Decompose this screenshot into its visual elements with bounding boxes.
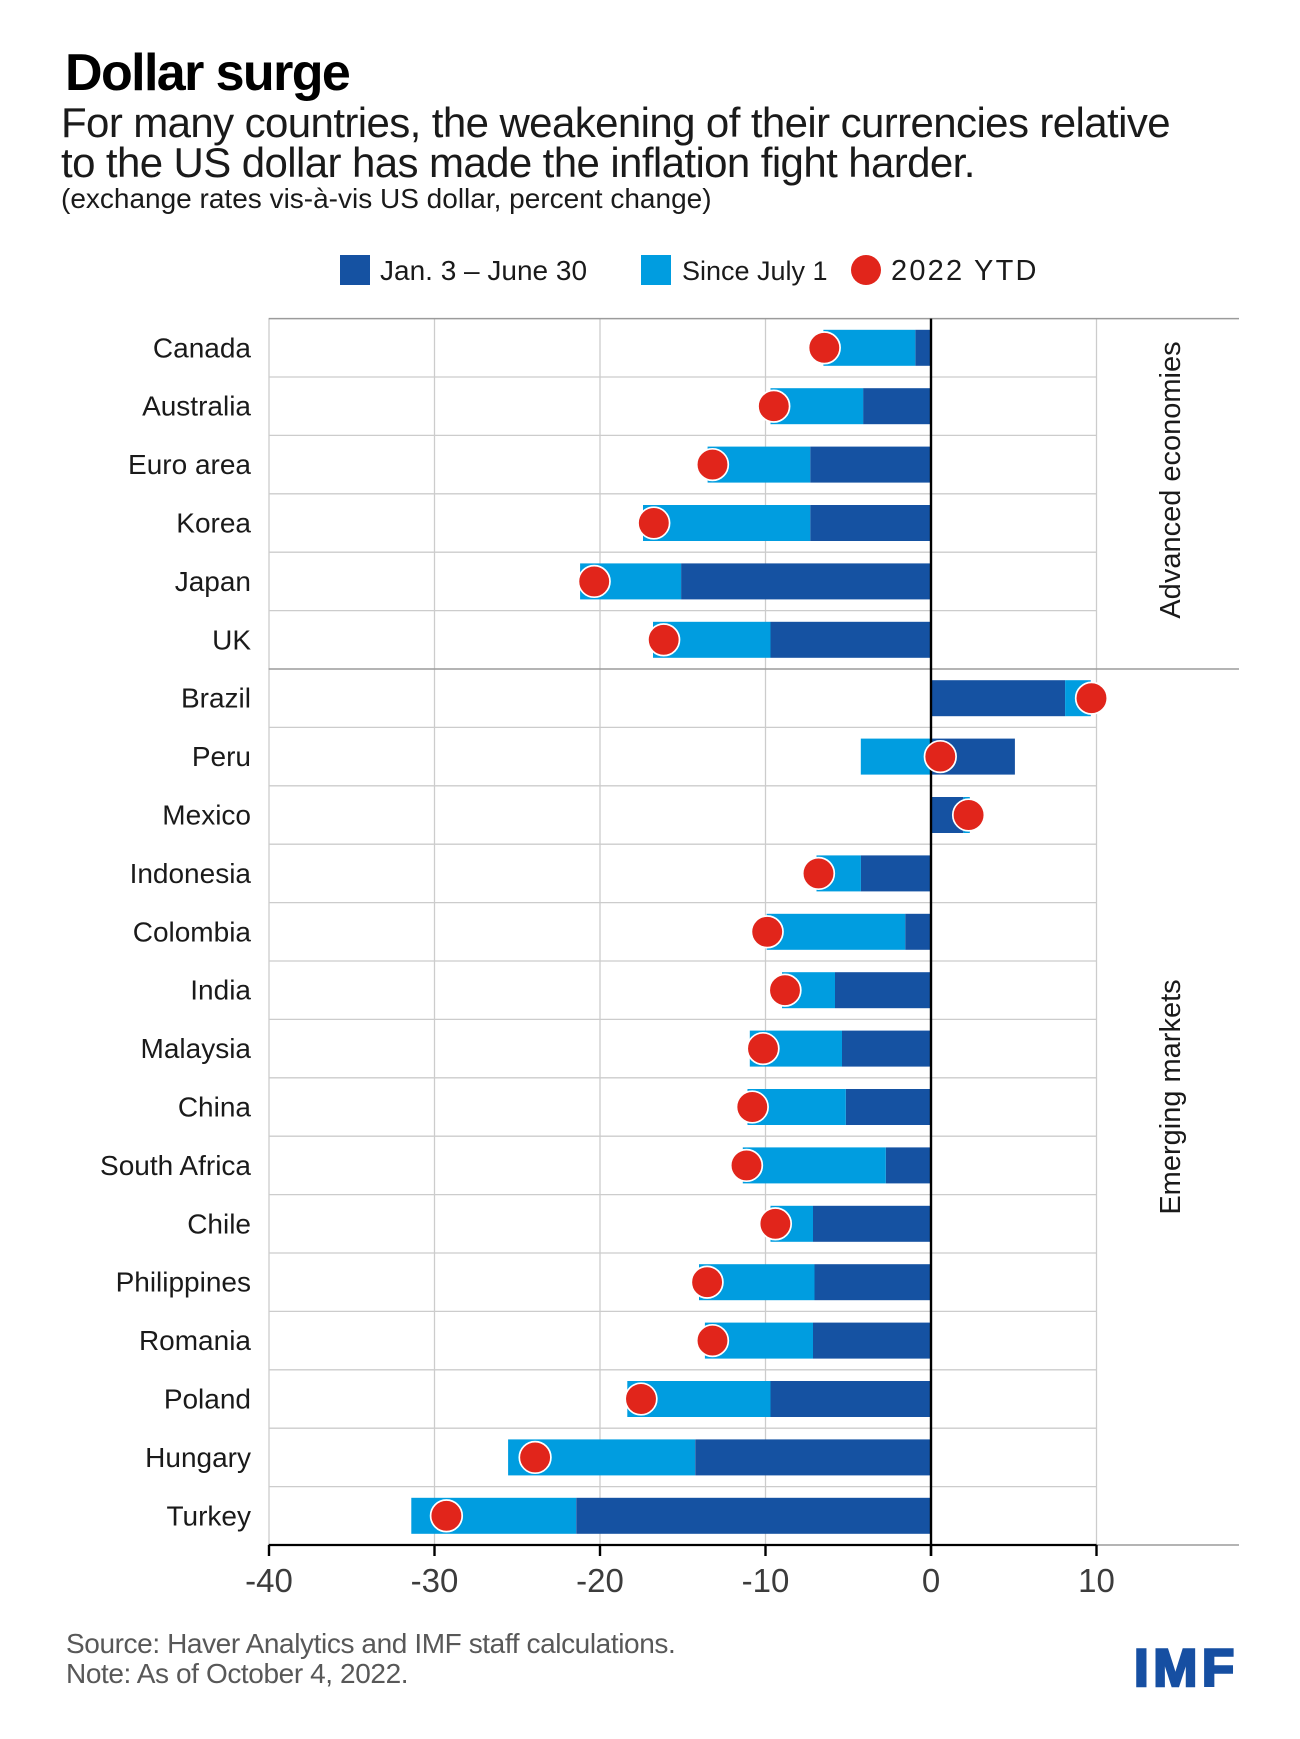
svg-text:2022 YTD: 2022 YTD bbox=[891, 255, 1039, 287]
svg-text:Brazil: Brazil bbox=[181, 683, 251, 714]
svg-text:South Africa: South Africa bbox=[100, 1150, 251, 1181]
svg-text:Source: Haver Analytics and IM: Source: Haver Analytics and IMF staff ca… bbox=[66, 1628, 675, 1659]
svg-text:Romania: Romania bbox=[139, 1325, 251, 1356]
svg-text:Chile: Chile bbox=[187, 1208, 251, 1239]
svg-text:Peru: Peru bbox=[192, 741, 251, 772]
svg-text:Turkey: Turkey bbox=[166, 1500, 251, 1531]
svg-text:For many countries, the weaken: For many countries, the weakening of the… bbox=[61, 99, 1170, 146]
svg-text:Philippines: Philippines bbox=[116, 1267, 251, 1298]
svg-text:Jan. 3 – June 30: Jan. 3 – June 30 bbox=[380, 255, 587, 286]
svg-text:Hungary: Hungary bbox=[145, 1442, 251, 1473]
svg-text:Japan: Japan bbox=[175, 566, 251, 597]
svg-text:Colombia: Colombia bbox=[133, 916, 252, 947]
svg-text:to the US dollar has made the: to the US dollar has made the inflation … bbox=[61, 139, 975, 186]
svg-text:China: China bbox=[178, 1092, 252, 1123]
svg-text:Euro area: Euro area bbox=[128, 449, 251, 480]
svg-text:-30: -30 bbox=[411, 1562, 459, 1599]
svg-text:10: 10 bbox=[1078, 1562, 1115, 1599]
svg-text:IMF: IMF bbox=[1134, 1639, 1239, 1698]
svg-text:-20: -20 bbox=[576, 1562, 624, 1599]
svg-text:-40: -40 bbox=[245, 1562, 293, 1599]
svg-text:(exchange rates vis-à-vis US d: (exchange rates vis-à-vis US dollar, per… bbox=[61, 183, 712, 214]
svg-text:0: 0 bbox=[922, 1562, 940, 1599]
svg-text:Advanced economies: Advanced economies bbox=[1155, 341, 1187, 618]
svg-text:Korea: Korea bbox=[176, 508, 251, 539]
svg-text:Note: As of October 4, 2022.: Note: As of October 4, 2022. bbox=[66, 1658, 408, 1689]
svg-text:Canada: Canada bbox=[153, 332, 252, 363]
svg-text:Since July 1: Since July 1 bbox=[682, 256, 828, 286]
svg-text:India: India bbox=[190, 975, 251, 1006]
svg-text:Indonesia: Indonesia bbox=[130, 858, 252, 889]
svg-text:Poland: Poland bbox=[164, 1384, 251, 1415]
svg-text:UK: UK bbox=[212, 624, 251, 655]
svg-text:Mexico: Mexico bbox=[162, 800, 251, 831]
svg-text:Emerging markets: Emerging markets bbox=[1155, 979, 1187, 1214]
svg-text:-10: -10 bbox=[742, 1562, 790, 1599]
svg-text:Malaysia: Malaysia bbox=[141, 1033, 252, 1064]
svg-text:Dollar surge: Dollar surge bbox=[65, 44, 350, 102]
svg-text:Australia: Australia bbox=[142, 391, 251, 422]
